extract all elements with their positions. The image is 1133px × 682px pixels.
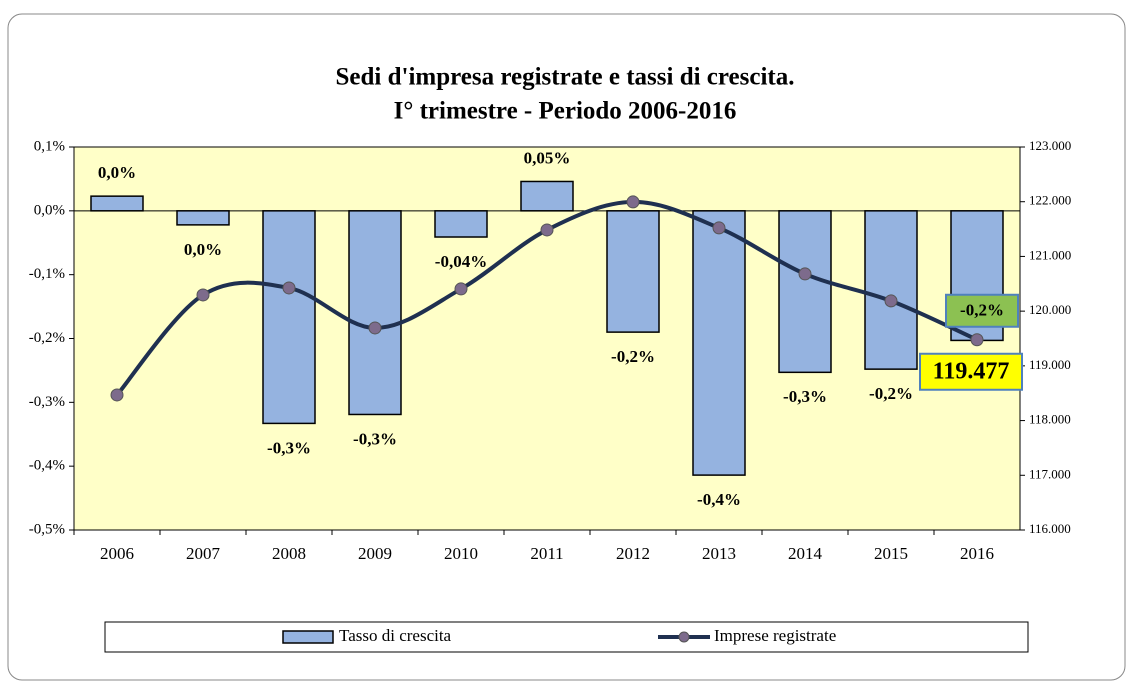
y2-tick-label: 120.000: [1029, 302, 1071, 317]
value-label: -0,3%: [783, 387, 827, 406]
legend-label: Tasso di crescita: [339, 626, 452, 645]
value-label-box: [919, 352, 1023, 391]
value-label: -0,3%: [267, 438, 311, 457]
bar: [520, 180, 574, 212]
value-label: -0,4%: [697, 490, 741, 509]
x-tick-label: 2007: [186, 544, 221, 563]
y2-tick-label: 118.000: [1029, 412, 1071, 427]
x-tick-label: 2012: [616, 544, 650, 563]
chart-title: Sedi d'impresa registrate e tassi di cre…: [336, 64, 795, 91]
line-marker: [196, 288, 210, 302]
line-marker: [368, 321, 382, 335]
x-tick-label: 2013: [702, 544, 736, 563]
y2-tick-label: 119.000: [1029, 357, 1071, 372]
line-marker: [712, 221, 726, 235]
value-label: 0,0%: [98, 163, 136, 182]
chart-subtitle: I° trimestre - Periodo 2006-2016: [394, 98, 737, 125]
line-marker: [110, 388, 124, 402]
line: [115, 199, 978, 397]
bar: [434, 210, 488, 238]
y-tick-label: -0,1%: [29, 266, 65, 282]
bar: [692, 210, 746, 476]
line-marker: [884, 294, 898, 308]
y-tick-label: 0,1%: [34, 138, 65, 154]
bar: [606, 210, 660, 333]
y2-tick-label: 116.000: [1029, 521, 1071, 536]
legend-marker: [678, 631, 690, 643]
legend-box: [104, 621, 1029, 653]
value-label: -0,2%: [611, 347, 655, 366]
y2-tick-label: 123.000: [1029, 138, 1071, 153]
line-marker: [626, 195, 640, 209]
value-label: -0,04%: [435, 252, 487, 271]
bar: [262, 210, 316, 425]
y2-tick-label: 121.000: [1029, 247, 1071, 262]
value-label: -0,3%: [353, 429, 397, 448]
y-tick-label: -0,3%: [29, 394, 65, 410]
y-tick-label: -0,5%: [29, 521, 65, 537]
line-marker: [970, 333, 984, 347]
line-marker: [454, 282, 468, 296]
value-label: 119.477: [933, 358, 1010, 384]
x-tick-label: 2006: [100, 544, 134, 563]
y-tick-label: -0,4%: [29, 458, 65, 474]
y2-tick-label: 117.000: [1029, 466, 1071, 481]
value-label: 0,05%: [524, 148, 571, 167]
value-label: 0,0%: [184, 240, 222, 259]
x-tick-label: 2016: [960, 544, 994, 563]
x-tick-label: 2015: [874, 544, 908, 563]
x-tick-label: 2010: [444, 544, 478, 563]
y-tick-label: 0,0%: [34, 202, 65, 218]
value-label: -0,2%: [960, 301, 1004, 320]
bar: [778, 210, 832, 374]
value-label: -0,2%: [869, 384, 913, 403]
x-tick-label: 2009: [358, 544, 392, 563]
x-tick-label: 2014: [788, 544, 823, 563]
y-tick-label: -0,2%: [29, 330, 65, 346]
bar: [90, 195, 144, 212]
bar: [176, 210, 230, 226]
y2-tick-label: 122.000: [1029, 193, 1071, 208]
bar: [864, 210, 918, 370]
x-tick-label: 2011: [530, 544, 563, 563]
x-tick-label: 2008: [272, 544, 306, 563]
line-marker: [282, 281, 296, 295]
legend-label: Imprese registrate: [714, 626, 836, 645]
line-marker: [798, 267, 812, 281]
bar: [348, 210, 402, 416]
line-marker: [540, 223, 554, 237]
value-label-box: [945, 293, 1019, 328]
legend-swatch: [282, 630, 334, 644]
